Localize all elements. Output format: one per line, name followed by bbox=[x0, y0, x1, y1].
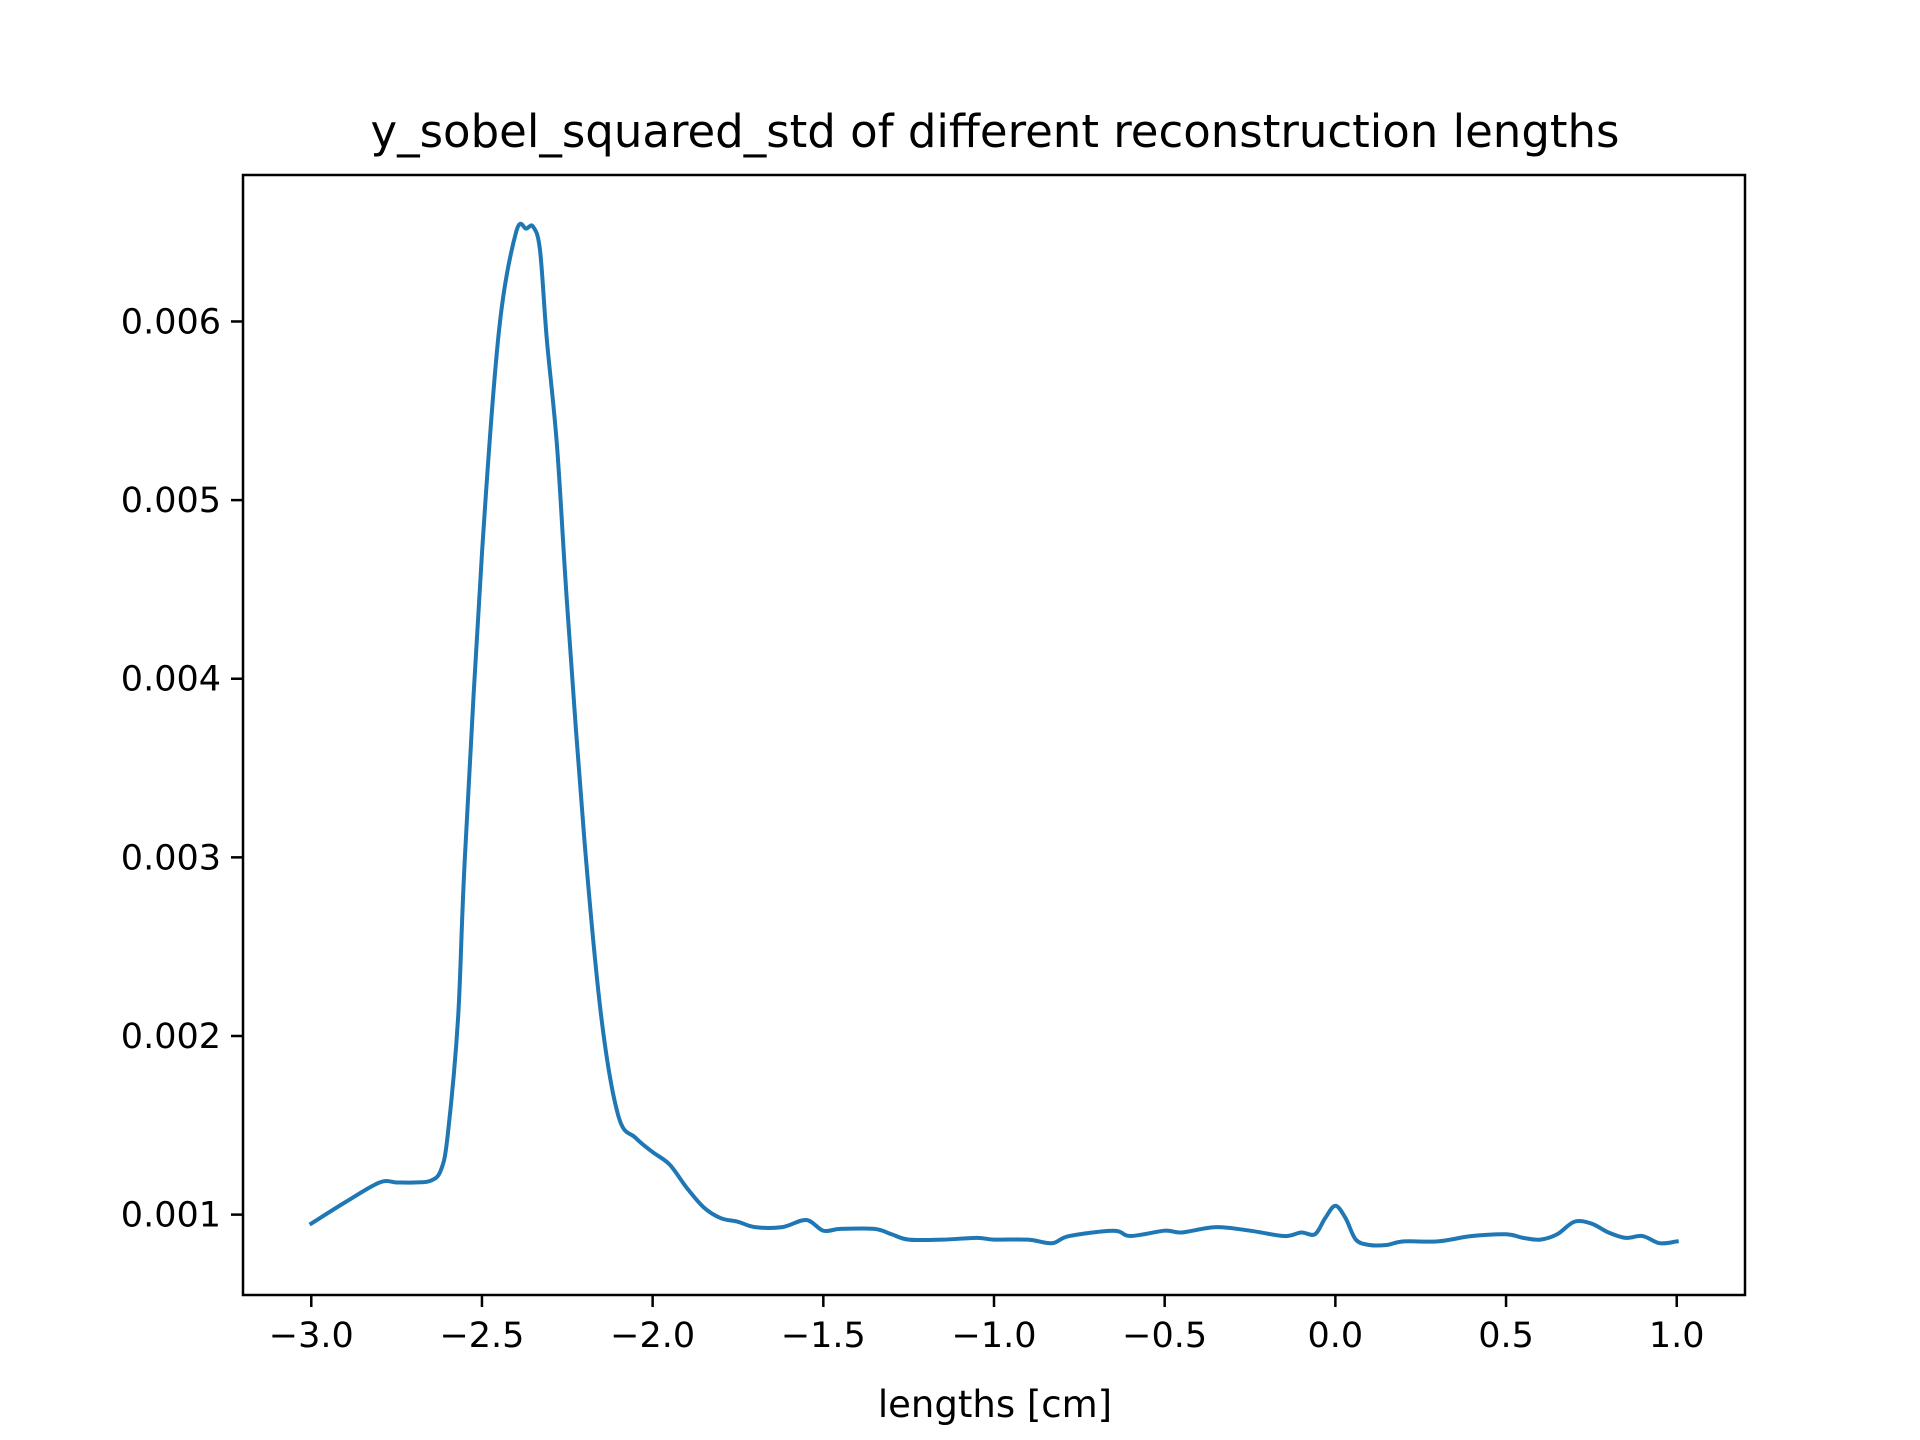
x-tick-label: 1.0 bbox=[1649, 1316, 1705, 1356]
plot-area bbox=[241, 173, 1747, 1297]
x-axis: −3.0 −2.5 −2.0 −1.5 −1.0 −0.5 0.0 0.5 1.0 bbox=[269, 1295, 1705, 1356]
y-tick-label: 0.001 bbox=[121, 1196, 221, 1236]
plot-frame bbox=[241, 173, 1747, 1297]
y-tick-label: 0.003 bbox=[121, 838, 221, 878]
y-tick-label: 0.006 bbox=[121, 302, 221, 342]
x-axis-label: lengths [cm] bbox=[878, 1383, 1112, 1426]
y-tick-label: 0.002 bbox=[121, 1017, 221, 1057]
y-axis: 0.001 0.002 0.003 0.004 0.005 0.006 bbox=[121, 302, 243, 1236]
chart-title: y_sobel_squared_std of different reconst… bbox=[370, 105, 1619, 158]
y-tick-label: 0.004 bbox=[121, 660, 221, 700]
x-tick-label: −3.0 bbox=[269, 1316, 354, 1356]
y-tick-label: 0.005 bbox=[121, 481, 221, 521]
x-tick-label: −2.5 bbox=[439, 1316, 524, 1356]
x-tick-label: 0.0 bbox=[1308, 1316, 1364, 1356]
x-tick-label: −0.5 bbox=[1122, 1316, 1207, 1356]
x-tick-label: 0.5 bbox=[1478, 1316, 1534, 1356]
x-tick-label: −1.0 bbox=[952, 1316, 1037, 1356]
x-tick-label: −2.0 bbox=[610, 1316, 695, 1356]
series-line-0 bbox=[308, 221, 1679, 1248]
series-layer bbox=[308, 221, 1679, 1248]
x-tick-label: −1.5 bbox=[781, 1316, 866, 1356]
